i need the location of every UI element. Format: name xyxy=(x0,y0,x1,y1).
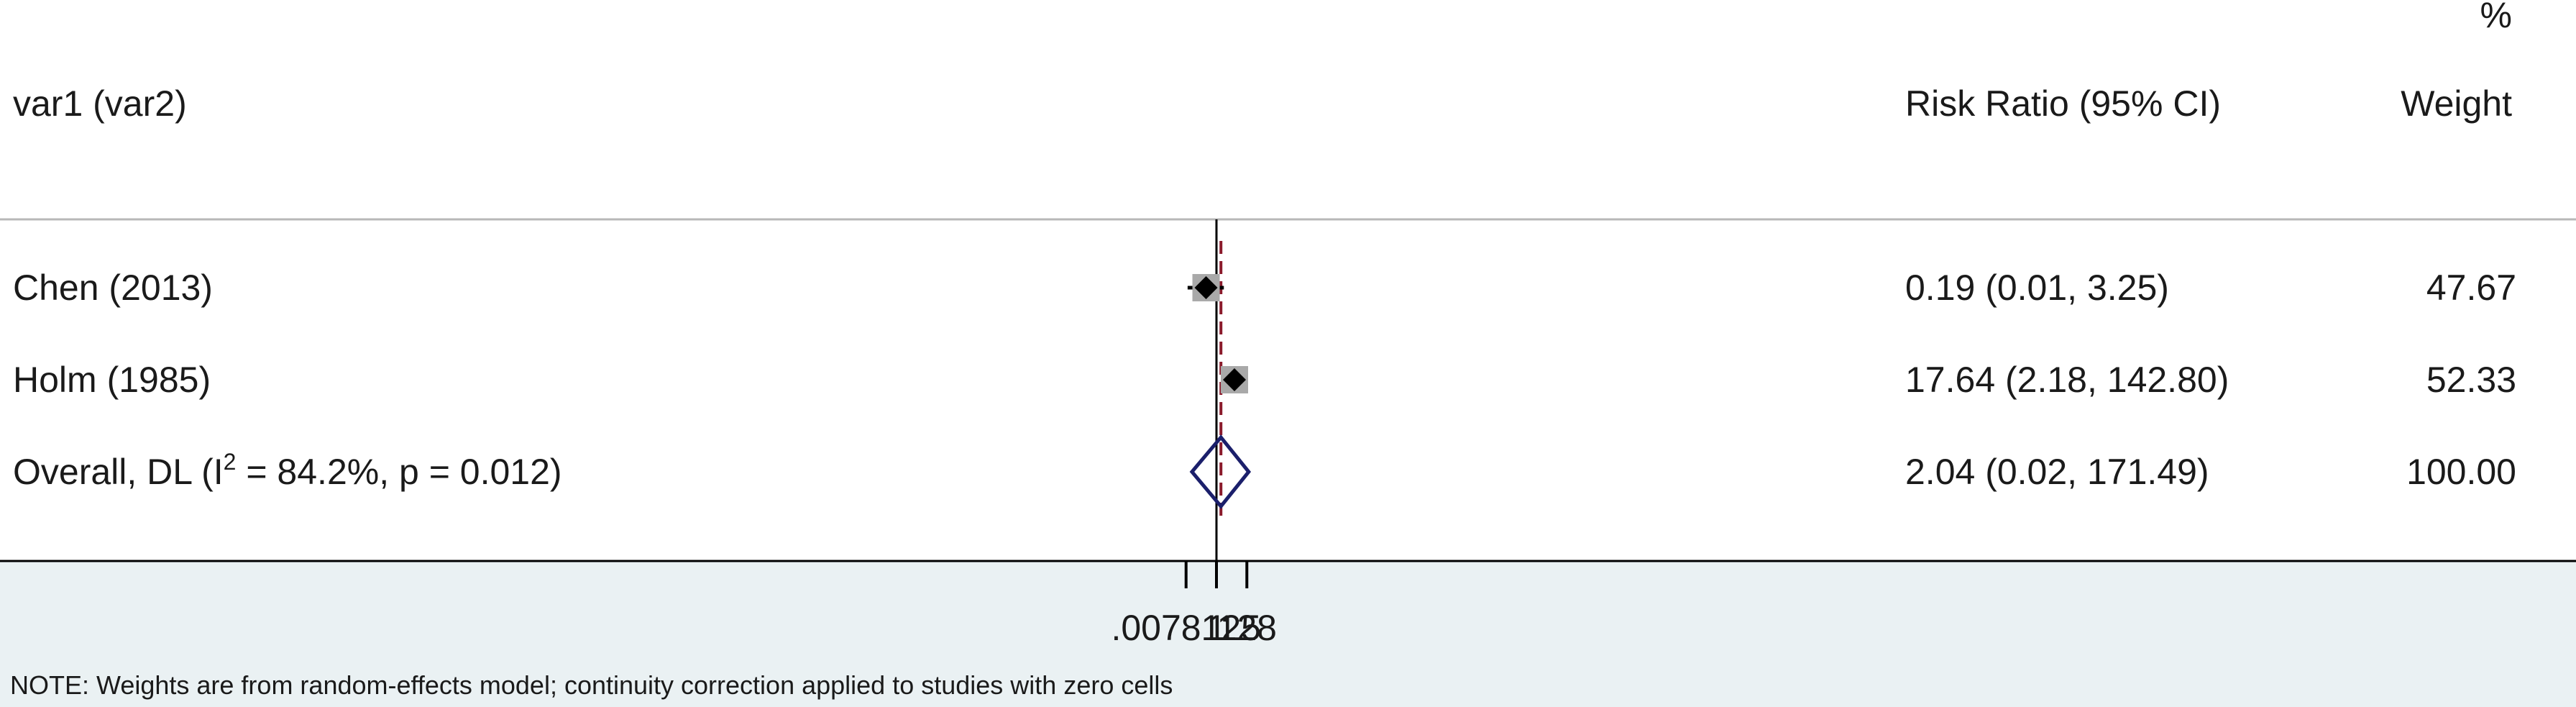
x-tick-label: 1 xyxy=(1206,608,1227,648)
x-tick-label: .0078125 xyxy=(1111,608,1261,648)
study-weight: 52.33 xyxy=(2426,360,2516,400)
overall-label-pre: Overall, DL (I xyxy=(13,452,224,492)
study-label: Holm (1985) xyxy=(13,360,211,400)
overall-diamond xyxy=(1189,434,1252,509)
point-estimate xyxy=(1223,368,1247,391)
header-weight: Weight xyxy=(2401,83,2512,124)
overall-label: Overall, DL (I2 = 84.2%, p = 0.012) xyxy=(13,449,562,492)
header-weight-pct: % xyxy=(2480,0,2512,35)
study-ci-text: 0.19 (0.01, 3.25) xyxy=(1905,268,2169,308)
overall-label-post: = 84.2%, p = 0.012) xyxy=(236,452,562,492)
study-ci-text: 17.64 (2.18, 142.80) xyxy=(1905,360,2229,400)
overall-ci-text: 2.04 (0.02, 171.49) xyxy=(1905,452,2209,492)
study-label: Chen (2013) xyxy=(13,268,213,308)
x-tick-label: 128 xyxy=(1217,608,1277,648)
overall-label-sup: 2 xyxy=(224,449,237,475)
point-estimate xyxy=(1194,276,1218,299)
axis-panel xyxy=(0,561,2576,707)
study-weight: 47.67 xyxy=(2426,268,2516,308)
header-study: var1 (var2) xyxy=(13,83,187,124)
header-risk-ratio: Risk Ratio (95% CI) xyxy=(1905,83,2221,124)
footnote: NOTE: Weights are from random-effects mo… xyxy=(10,670,1173,700)
overall-weight: 100.00 xyxy=(2406,452,2516,492)
